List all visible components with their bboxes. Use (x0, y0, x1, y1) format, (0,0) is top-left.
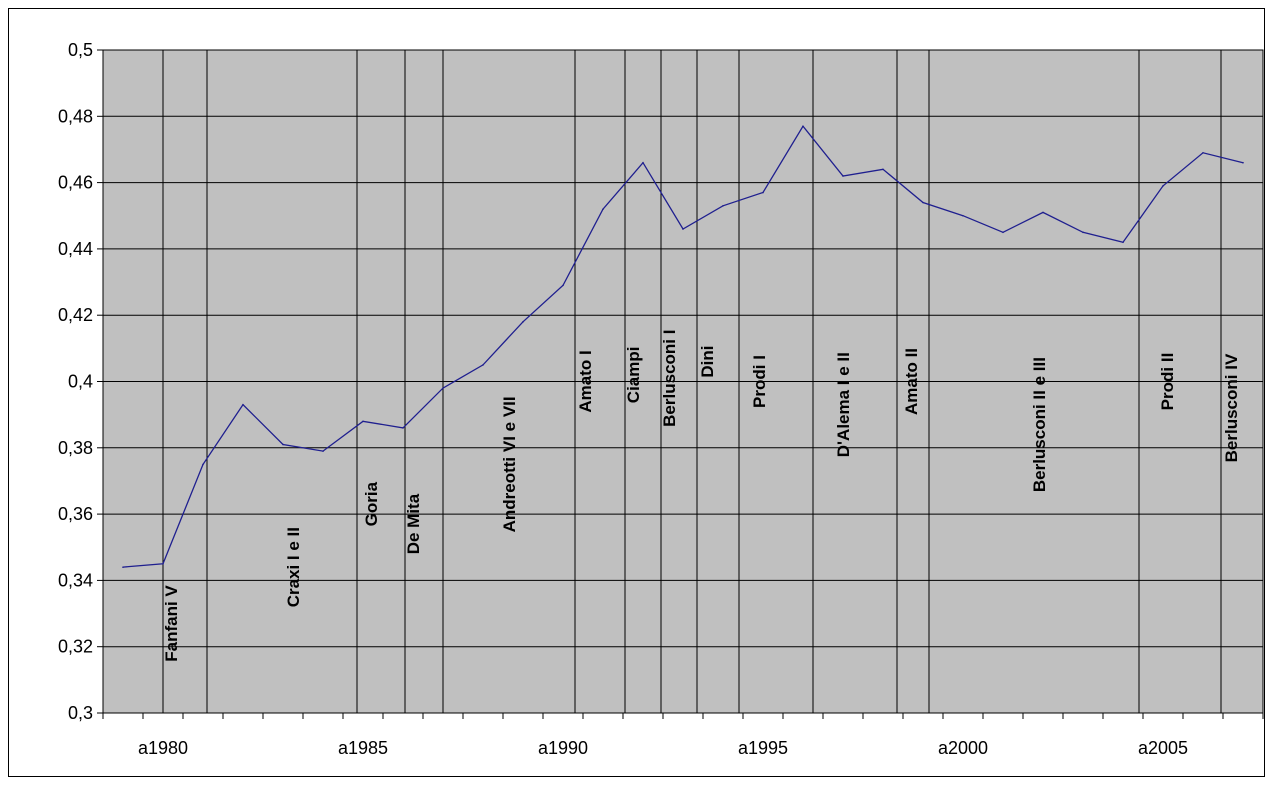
data-point (1242, 161, 1244, 164)
data-point (1002, 231, 1004, 234)
y-tick-label: 0,44 (58, 239, 93, 259)
x-tick-label: a2005 (1138, 738, 1188, 758)
government-label: Amato II (902, 348, 921, 415)
x-tick-label: a1985 (338, 738, 388, 758)
data-point (522, 321, 524, 323)
data-point (1202, 151, 1204, 154)
y-tick-label: 0,4 (68, 372, 93, 392)
data-point (722, 205, 724, 207)
government-label: Andreotti VI e VII (500, 396, 519, 532)
data-point (642, 161, 644, 164)
data-point (122, 566, 124, 568)
data-point (1042, 211, 1044, 214)
y-tick-label: 0,46 (58, 173, 93, 193)
data-point (562, 284, 564, 287)
y-tick-label: 0,42 (58, 305, 93, 325)
y-tick-label: 0,36 (58, 504, 93, 524)
government-label: Craxi I e II (284, 527, 303, 607)
government-label: D'Alema I e II (834, 352, 853, 457)
x-tick-label: a1995 (738, 738, 788, 758)
data-point (602, 208, 604, 210)
government-label: Fanfani V (162, 585, 181, 662)
x-tick-label: a2000 (938, 738, 988, 758)
government-label: Berlusconi I (660, 330, 679, 427)
government-label: Berlusconi II e III (1030, 357, 1049, 492)
government-label: Ciampi (624, 347, 643, 404)
x-tick-label: a1990 (538, 738, 588, 758)
y-tick-label: 0,3 (68, 703, 93, 723)
data-point (242, 403, 244, 406)
data-point (362, 420, 364, 423)
government-label: Goria (362, 481, 381, 526)
data-point (682, 228, 684, 230)
data-point (1082, 231, 1084, 234)
y-tick-label: 0,48 (58, 106, 93, 126)
data-point (882, 168, 884, 171)
government-label: Berlusconi IV (1222, 353, 1241, 462)
data-point (922, 201, 924, 204)
y-tick-label: 0,34 (58, 570, 93, 590)
data-point (202, 463, 204, 466)
y-tick-label: 0,5 (68, 40, 93, 60)
y-tick-label: 0,32 (58, 637, 93, 657)
data-point (962, 214, 964, 217)
data-point (762, 191, 764, 194)
government-label: De Mita (404, 493, 423, 554)
data-point (322, 450, 324, 452)
data-point (482, 364, 484, 366)
y-tick-label: 0,38 (58, 438, 93, 458)
government-label: Prodi II (1158, 353, 1177, 411)
data-point (802, 125, 804, 128)
government-label: Prodi I (750, 355, 769, 408)
data-point (442, 387, 444, 389)
data-point (282, 443, 284, 446)
data-point (1122, 241, 1124, 244)
government-label: Dini (698, 346, 717, 378)
government-label: Amato I (576, 350, 595, 412)
data-point (842, 175, 844, 177)
data-point (1162, 185, 1164, 187)
data-point (402, 427, 404, 429)
data-point (162, 563, 164, 565)
x-tick-label: a1980 (138, 738, 188, 758)
